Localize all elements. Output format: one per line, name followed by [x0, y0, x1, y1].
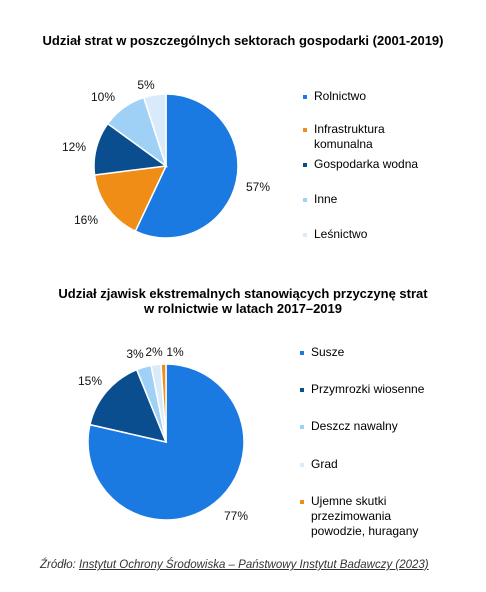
legend-label: Inne — [314, 192, 338, 206]
pie-value-label: 5% — [137, 78, 155, 92]
legend-sectors: Rolnictwo Infrastruktura komunalna Gospod… — [303, 89, 473, 249]
legend-marker — [303, 95, 307, 99]
legend-label: Leśnictwo — [314, 227, 368, 241]
legend-label: Deszcz nawalny — [311, 419, 398, 433]
legend-label: Przymrozki wiosenne — [311, 382, 425, 396]
legend-label: Infrastruktura komunalna — [314, 122, 385, 151]
pie-slice-rolnictwo — [134, 93, 239, 239]
legend-label: Susze — [311, 345, 345, 359]
legend-label: Grad — [311, 457, 338, 471]
pie-value-label: 12% — [62, 140, 86, 154]
pie-value-label: 16% — [74, 213, 98, 227]
legend-label: Rolnictwo — [314, 89, 367, 103]
legend-marker — [300, 388, 304, 392]
chart2-title: Udział zjawisk ekstremalnych stanowiącyc… — [0, 286, 486, 316]
legend-extreme-events: Susze Przymrozki wiosenne Deszcz nawalny… — [300, 345, 470, 538]
legend-marker — [303, 198, 307, 202]
legend-label: Ujemne skutki przezimowania powodzie, hura… — [311, 494, 419, 538]
legend-marker — [303, 233, 307, 237]
legend-marker — [300, 500, 304, 504]
legend-marker — [303, 128, 307, 132]
chart2-title-line1: Udział zjawisk ekstremalnych stanowiącyc… — [58, 286, 428, 301]
legend-marker — [300, 463, 304, 467]
source-note: Źródło: Instytut Ochrony Środowiska – Pa… — [40, 559, 429, 571]
legend-label: Gospodarka wodna — [314, 157, 419, 171]
source-prefix: Źródło: — [40, 559, 79, 571]
chart1-title: Udział strat w poszczególnych sektorach … — [42, 33, 444, 48]
pie-slice-infrastruktura — [93, 165, 168, 233]
legend-marker — [300, 351, 304, 355]
chart2-title-line2: w rolnictwie w latach 2017–2019 — [144, 301, 342, 316]
pie-value-label: 10% — [91, 90, 115, 104]
legend-marker — [303, 163, 307, 167]
legend-marker — [300, 425, 304, 429]
pie-slice-leśnictwo — [142, 93, 167, 167]
source-link[interactable]: Instytut Ochrony Środowiska – Państwowy … — [79, 559, 429, 571]
pie-value-label: 57% — [246, 180, 270, 194]
